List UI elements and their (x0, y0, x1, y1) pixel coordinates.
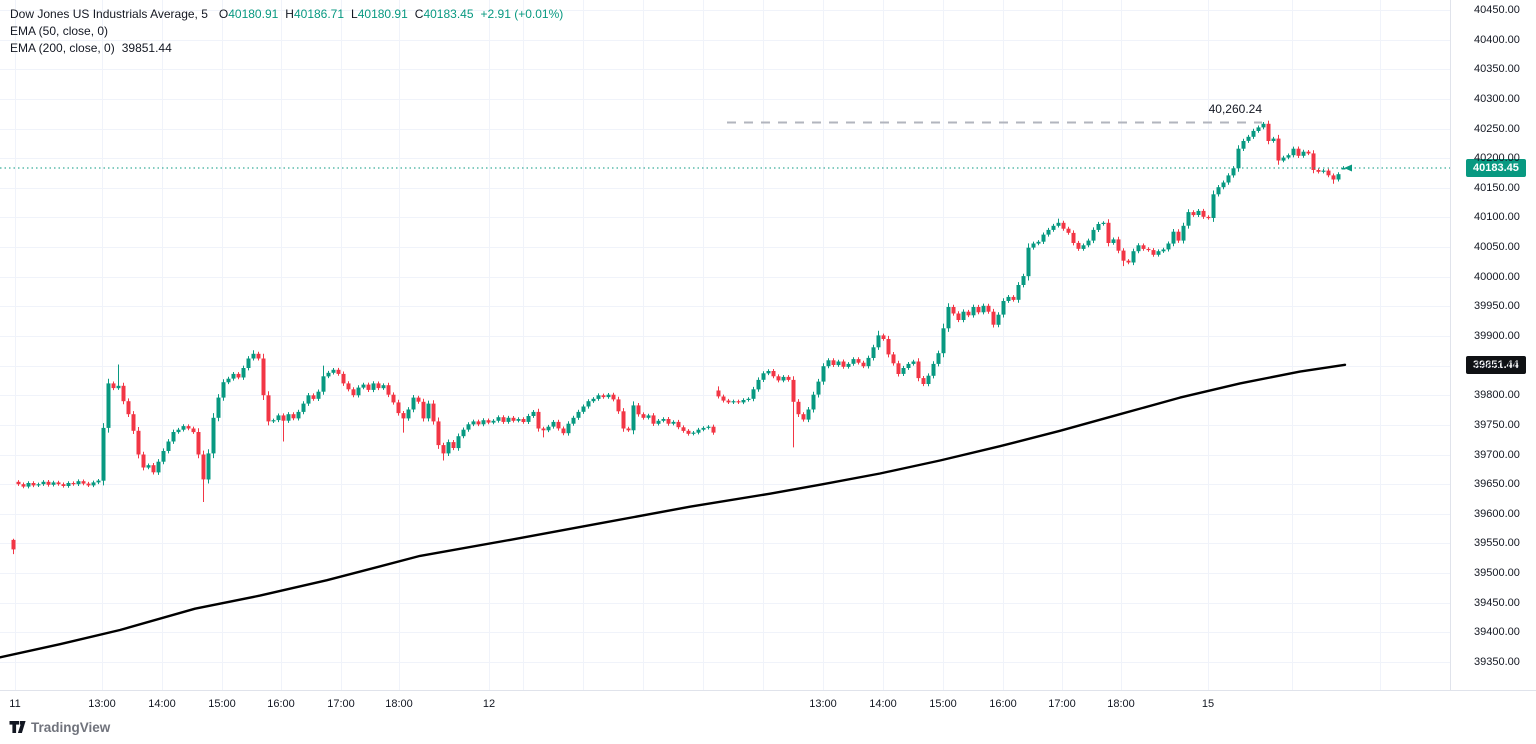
price-tick-label: 39850.00 (1474, 359, 1520, 372)
price-tick-label: 39550.00 (1474, 537, 1520, 550)
change-value: +2.91 (+0.01%) (480, 6, 564, 21)
price-tick-label: 39600.00 (1474, 507, 1520, 520)
time-tick-day-label: 12 (482, 698, 496, 710)
price-tick-label: 40250.00 (1474, 122, 1520, 135)
ema200-value-badge: 39851.44 (1466, 355, 1526, 374)
tradingview-logo[interactable]: TradingView (9, 719, 110, 736)
ema200-legend-value: 39851.44 (121, 40, 172, 55)
symbol-title: Dow Jones US Industrials Average, 5 (10, 6, 208, 21)
price-tick-label: 39400.00 (1474, 626, 1520, 639)
tradingview-logo-text: TradingView (31, 720, 111, 735)
time-tick-label: 17:00 (327, 698, 355, 710)
open-value: O40180.91 (218, 6, 279, 21)
candles (11, 120, 1346, 555)
price-tick-label: 40150.00 (1474, 181, 1520, 194)
price-tick-label: 39800.00 (1474, 389, 1520, 402)
last-price-line (0, 164, 1450, 172)
price-tick-label: 40450.00 (1474, 4, 1520, 16)
time-tick-label: 16:00 (989, 698, 1017, 710)
price-tick-label: 39700.00 (1474, 448, 1520, 461)
price-tick-label: 39750.00 (1474, 418, 1520, 431)
level-price-label: 40,260.24 (1208, 102, 1262, 117)
last-price-badge: 40183.45 (1466, 158, 1526, 177)
low-value: L40180.91 (351, 6, 408, 21)
time-tick-label: 16:00 (267, 698, 295, 710)
grid-vertical-lines (15, 0, 1381, 690)
price-tick-label: 40200.00 (1474, 152, 1520, 165)
price-tick-label: 40000.00 (1474, 270, 1520, 283)
chart-canvas[interactable] (0, 0, 1450, 690)
price-tick-label: 39650.00 (1474, 478, 1520, 491)
time-tick-label: 17:00 (1048, 698, 1076, 710)
ema200-legend-row[interactable]: EMA (200, close, 0) 39851.44 (10, 40, 172, 55)
price-tick-label: 40400.00 (1474, 33, 1520, 46)
ema200-line (0, 363, 1347, 659)
symbol-legend-row[interactable]: Dow Jones US Industrials Average, 5 O401… (10, 5, 563, 22)
price-tick-label: 39350.00 (1474, 656, 1520, 668)
price-tick-label: 40300.00 (1474, 92, 1520, 105)
price-tick-label: 40350.00 (1474, 63, 1520, 76)
time-tick-label: 14:00 (148, 698, 176, 710)
time-tick-label: 18:00 (1107, 698, 1135, 710)
time-tick-label: 15:00 (929, 698, 957, 710)
time-tick-label: 15:00 (208, 698, 236, 710)
price-tick-label: 39500.00 (1474, 567, 1520, 580)
price-tick-label: 40100.00 (1474, 211, 1520, 224)
price-tick-label: 39450.00 (1474, 596, 1520, 609)
price-tick-label: 40050.00 (1474, 241, 1520, 254)
tradingview-mark-icon (9, 721, 26, 733)
price-tick-label: 39950.00 (1474, 300, 1520, 313)
high-value: H40186.71 (285, 6, 345, 21)
time-axis[interactable]: 11 13:00 14:00 15:00 16:00 17:00 18:00 12 13:00 1… (0, 690, 1536, 718)
time-tick-label: 14:00 (869, 698, 897, 710)
last-price-arrow-icon (1344, 164, 1352, 172)
time-tick-day-label: 15 (1201, 698, 1215, 710)
time-tick-label: 13:00 (88, 698, 116, 710)
close-value: C40183.45 (414, 6, 474, 21)
time-tick-label: 13:00 (809, 698, 837, 710)
indicator-legend: Dow Jones US Industrials Average, 5 O401… (10, 5, 563, 56)
time-tick-label: 18:00 (385, 698, 413, 710)
price-tick-label: 39900.00 (1474, 330, 1520, 342)
time-tick-day-label: 11 (9, 698, 21, 710)
price-axis[interactable]: 40183.45 39851.44 40450.00 40400.00 40350.… (1450, 0, 1536, 690)
ema50-legend-row[interactable]: EMA (50, close, 0) (10, 23, 109, 38)
